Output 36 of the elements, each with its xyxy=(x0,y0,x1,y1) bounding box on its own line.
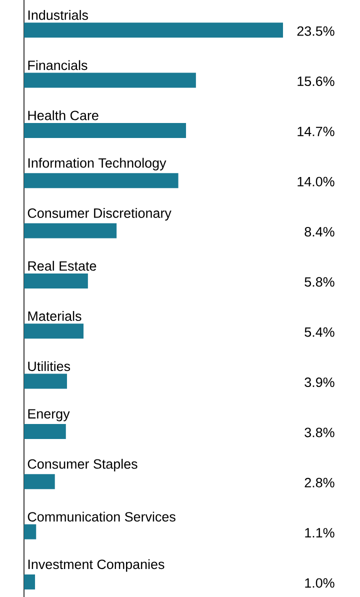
y-tick-label: Real Estate xyxy=(28,260,96,271)
data-label: 1.0% xyxy=(305,578,334,588)
bar xyxy=(24,273,88,288)
data-label: 15.6% xyxy=(298,76,334,86)
y-tick-label: Energy xyxy=(28,409,70,422)
bar xyxy=(24,223,117,238)
bar xyxy=(24,173,178,188)
y-tick-label: Utilities xyxy=(28,361,70,372)
bar xyxy=(24,424,66,439)
data-label: 5.4% xyxy=(304,327,334,337)
data-label: 1.1% xyxy=(305,528,334,538)
y-tick-label: Investment Companies xyxy=(28,559,164,572)
data-label: 3.8% xyxy=(304,428,334,438)
data-label: 14.0% xyxy=(298,176,334,186)
data-label: 2.8% xyxy=(304,478,334,488)
bar xyxy=(24,122,186,138)
y-tick-label: Consumer Staples xyxy=(28,458,138,472)
bar xyxy=(24,524,36,540)
bar xyxy=(24,474,55,490)
y-tick-label: Financials xyxy=(28,60,88,70)
y-tick-label: Materials xyxy=(28,311,82,321)
bar xyxy=(24,374,67,389)
data-label: 14.7% xyxy=(298,126,334,136)
y-tick-label: Industrials xyxy=(28,10,88,20)
bar xyxy=(24,72,196,88)
y-tick-label: Consumer Discretionary xyxy=(28,208,172,221)
bar xyxy=(24,574,36,590)
y-tick-label: Communication Services xyxy=(28,512,176,522)
data-label: 3.9% xyxy=(304,378,334,388)
y-tick-label: Health Care xyxy=(28,110,98,120)
bar xyxy=(24,324,84,339)
data-label: 23.5% xyxy=(297,26,334,36)
data-label: 5.8% xyxy=(304,277,334,287)
y-tick-label: Information Technology xyxy=(28,158,166,170)
data-label: 8.4% xyxy=(304,227,334,237)
bar xyxy=(24,22,284,38)
